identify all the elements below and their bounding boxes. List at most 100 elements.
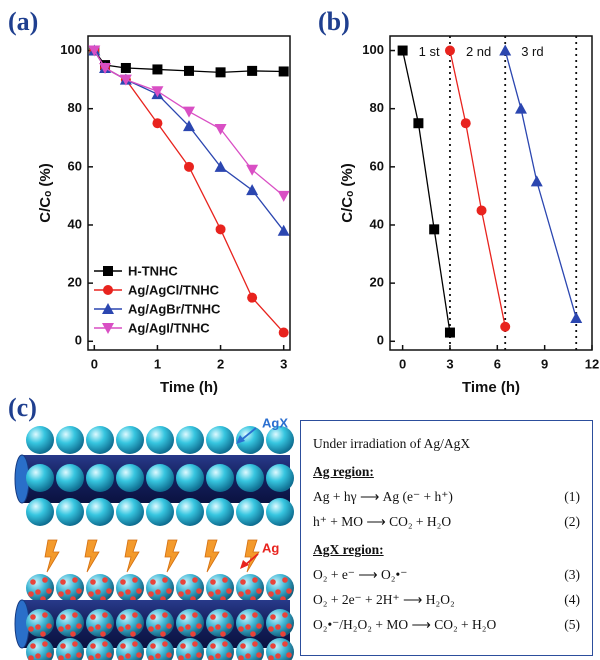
ag-dot bbox=[180, 579, 186, 585]
ag-dot bbox=[118, 591, 124, 597]
particle bbox=[176, 464, 204, 492]
nanotube-diagram bbox=[15, 426, 294, 660]
marker bbox=[184, 162, 194, 172]
equation: O₂ + 2e⁻ + 2H⁺ ⟶ H₂O₂ (4) bbox=[313, 587, 580, 612]
particle bbox=[266, 574, 294, 602]
particle bbox=[56, 574, 84, 602]
ag-dot bbox=[70, 631, 76, 637]
ag-dot bbox=[155, 589, 161, 595]
marker bbox=[570, 312, 582, 323]
light-bolt bbox=[45, 540, 59, 572]
ag-dot bbox=[76, 652, 82, 658]
ag-dot bbox=[268, 591, 274, 597]
ag-dot bbox=[286, 588, 292, 594]
ag-dot bbox=[118, 626, 124, 632]
particle bbox=[206, 498, 234, 526]
equation: O₂ + e⁻ ⟶ O₂•⁻(3) bbox=[313, 562, 580, 587]
light-bolt bbox=[205, 540, 219, 572]
ag-dot bbox=[286, 623, 292, 629]
ag-dot bbox=[120, 579, 126, 585]
ag-dot bbox=[238, 591, 244, 597]
ag-dot bbox=[275, 653, 281, 659]
particle bbox=[86, 574, 114, 602]
particle bbox=[266, 498, 294, 526]
ag-dot bbox=[102, 612, 108, 618]
marker bbox=[429, 224, 439, 234]
agx-tag: AgX bbox=[262, 415, 288, 430]
particle bbox=[86, 464, 114, 492]
ag-dot bbox=[215, 653, 221, 659]
particle bbox=[116, 426, 144, 454]
particle bbox=[266, 464, 294, 492]
y-tick-label: 60 bbox=[370, 158, 384, 173]
x-tick-label: 1 bbox=[154, 356, 161, 371]
y-tick-label: 20 bbox=[370, 275, 384, 290]
equation-text: Ag + hγ ⟶ Ag (e⁻ + h⁺) bbox=[313, 489, 453, 505]
marker bbox=[445, 328, 455, 338]
particle bbox=[26, 426, 54, 454]
ag-dot bbox=[136, 623, 142, 629]
ag-dot bbox=[178, 626, 184, 632]
ag-dot bbox=[220, 631, 226, 637]
series-line bbox=[450, 51, 505, 327]
marker bbox=[279, 328, 289, 338]
marker bbox=[445, 46, 455, 56]
marker bbox=[515, 103, 527, 114]
equation-text: O₂ + 2e⁻ + 2H⁺ ⟶ H₂O₂ bbox=[313, 592, 455, 608]
y-tick-label: 100 bbox=[362, 42, 384, 57]
series-label: 2 nd bbox=[466, 44, 491, 59]
particle bbox=[56, 464, 84, 492]
ag-dot bbox=[65, 653, 71, 659]
marker bbox=[215, 124, 227, 135]
ag-dot bbox=[125, 653, 131, 659]
section-heading: Ag region: bbox=[313, 460, 580, 484]
ag-dot bbox=[60, 643, 66, 649]
ag-dot bbox=[256, 588, 262, 594]
particle bbox=[146, 609, 174, 637]
ag-dot bbox=[95, 653, 101, 659]
ag-dot bbox=[132, 577, 138, 583]
equation: h⁺ + MO ⟶ CO₂ + H₂O(2) bbox=[313, 509, 580, 534]
equation-number: (3) bbox=[564, 567, 580, 583]
ag-dot bbox=[208, 626, 214, 632]
particle bbox=[206, 609, 234, 637]
ag-dot bbox=[76, 588, 82, 594]
particle bbox=[146, 426, 174, 454]
ag-dot bbox=[155, 653, 161, 659]
equation-number: (4) bbox=[564, 592, 580, 608]
particle bbox=[236, 609, 264, 637]
series-label: 3 rd bbox=[521, 44, 543, 59]
marker bbox=[215, 161, 227, 172]
ag-dot bbox=[282, 641, 288, 647]
x-axis-title: Time (h) bbox=[160, 379, 218, 396]
mechanism-box: Under irradiation of Ag/AgX Ag region: A… bbox=[300, 420, 593, 656]
ag-dot bbox=[215, 624, 221, 630]
particle bbox=[56, 498, 84, 526]
ag-dot bbox=[192, 612, 198, 618]
particle bbox=[26, 498, 54, 526]
marker bbox=[278, 225, 290, 236]
tag-arrowhead bbox=[240, 560, 249, 569]
ag-dot bbox=[162, 641, 168, 647]
x-tick-label: 2 bbox=[217, 356, 224, 371]
ag-dot bbox=[102, 641, 108, 647]
y-tick-label: 80 bbox=[68, 100, 82, 115]
y-axis-title: C/Cₒ (%) bbox=[339, 163, 356, 222]
ag-dot bbox=[275, 589, 281, 595]
ag-dot bbox=[88, 591, 94, 597]
ag-dot bbox=[180, 614, 186, 620]
y-tick-label: 80 bbox=[370, 100, 384, 115]
ag-dot bbox=[60, 579, 66, 585]
ag-dot bbox=[256, 623, 262, 629]
ag-dot bbox=[76, 623, 82, 629]
ag-dot bbox=[148, 626, 154, 632]
ag-dot bbox=[136, 588, 142, 594]
ag-dot bbox=[160, 631, 166, 637]
ag-dot bbox=[150, 579, 156, 585]
y-tick-label: 100 bbox=[60, 42, 82, 57]
ag-dot bbox=[215, 589, 221, 595]
ag-dot bbox=[192, 577, 198, 583]
x-tick-label: 12 bbox=[585, 356, 599, 371]
ag-dot bbox=[65, 624, 71, 630]
x-axis-title: Time (h) bbox=[462, 379, 520, 396]
